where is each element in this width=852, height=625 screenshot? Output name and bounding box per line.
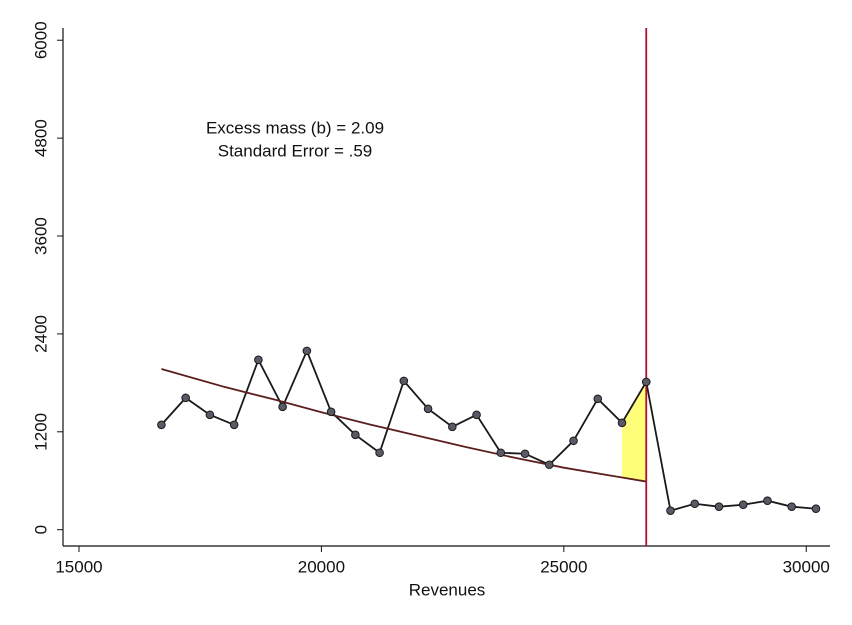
data-point: [351, 430, 360, 440]
data-point: [229, 420, 239, 430]
data-point: [641, 377, 651, 387]
x-axis-label: Revenues: [409, 580, 486, 599]
data-point: [375, 448, 384, 458]
y-tick-label: 6000: [31, 21, 50, 59]
data-point: [593, 394, 603, 404]
x-tick-label: 15000: [55, 557, 102, 576]
data-point: [423, 404, 433, 414]
observed-line: [160, 348, 817, 512]
fitted-curve: [161, 368, 647, 483]
data-point: [811, 504, 821, 514]
annotation: Excess mass (b) = 2.09: [206, 118, 384, 137]
y-tick-label: 2400: [31, 315, 50, 353]
data-point: [763, 496, 772, 506]
data-point: [157, 420, 166, 430]
data-point: [205, 410, 215, 420]
data-point: [302, 346, 312, 356]
y-tick-label: 0: [31, 525, 50, 534]
y-tick-label: 4800: [31, 119, 50, 157]
data-point: [690, 499, 700, 509]
data-point: [254, 355, 263, 365]
y-tick-label: 3600: [31, 217, 50, 255]
data-point: [520, 449, 530, 459]
data-point: [448, 422, 457, 432]
x-tick-label: 30000: [783, 557, 830, 576]
data-point: [569, 436, 578, 446]
data-point: [326, 407, 336, 417]
x-tick-label: 20000: [298, 557, 345, 576]
data-point: [738, 500, 748, 510]
data-point: [544, 460, 554, 470]
data-point: [787, 502, 796, 511]
y-tick-label: 1200: [31, 413, 50, 451]
data-point: [496, 448, 506, 458]
x-tick-label: 25000: [540, 557, 587, 576]
annotation: Standard Error = .59: [218, 141, 373, 160]
data-point: [472, 410, 481, 420]
excess-mass-area: [622, 381, 647, 482]
data-point: [181, 393, 190, 403]
data-point: [666, 506, 675, 515]
data-point: [399, 376, 409, 386]
data-point: [714, 502, 724, 511]
data-point: [278, 402, 287, 412]
data-point: [617, 418, 627, 428]
